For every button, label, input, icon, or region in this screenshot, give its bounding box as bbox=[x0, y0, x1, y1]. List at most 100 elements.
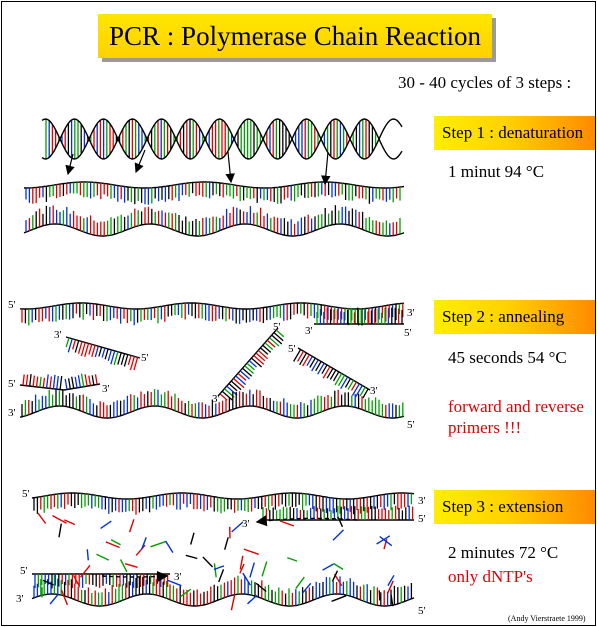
free-nucleotide bbox=[58, 523, 62, 538]
step-2-condition: 45 seconds 54 °C bbox=[448, 348, 567, 367]
primer-strand-base bbox=[350, 381, 357, 391]
free-nucleotide bbox=[243, 548, 259, 555]
primer-fragment-base bbox=[80, 342, 86, 357]
five-prime-label: 5' bbox=[22, 488, 30, 500]
free-nucleotide bbox=[301, 582, 312, 594]
free-nucleotide bbox=[185, 554, 198, 560]
forward-primer-base bbox=[88, 375, 92, 386]
primer-strand-base bbox=[275, 329, 285, 338]
free-nucleotide bbox=[128, 519, 135, 533]
template-strand-top-backbone bbox=[31, 492, 415, 500]
denaturation-arrow bbox=[225, 151, 235, 184]
helix-strand bbox=[41, 118, 403, 160]
free-nucleotide bbox=[239, 563, 245, 574]
free-nucleotide bbox=[202, 556, 214, 568]
primer-strand-base bbox=[351, 383, 360, 396]
forward-primer-base bbox=[74, 376, 78, 388]
primer-fragment-base bbox=[74, 340, 80, 353]
forward-primer-base bbox=[77, 375, 82, 388]
primer-strand-base bbox=[242, 367, 253, 377]
free-nucleotide bbox=[218, 569, 225, 583]
primer-strand-base bbox=[233, 378, 245, 389]
primer-strand-base bbox=[266, 339, 276, 348]
free-nucleotide bbox=[141, 537, 147, 550]
free-nucleotide bbox=[337, 516, 344, 528]
free-nucleotide bbox=[387, 574, 395, 586]
free-nucleotide bbox=[72, 574, 80, 587]
primer-strand-backbone bbox=[297, 347, 371, 391]
free-nucleotide bbox=[387, 580, 394, 594]
three-prime-label: 3' bbox=[242, 518, 250, 530]
three-prime-label: 3' bbox=[212, 393, 220, 405]
primer-fragment-base bbox=[94, 346, 99, 358]
extension-direction-arrow bbox=[255, 515, 358, 527]
three-prime-label: 3' bbox=[54, 329, 62, 341]
end-labels-layer: 5' 3' 3' 5' 3' 5' 5' 3' 5' 3' 5' 3' 3' 5… bbox=[8, 299, 426, 617]
free-nucleotide bbox=[135, 544, 146, 556]
template-strand-bottom-backbone bbox=[31, 593, 415, 607]
free-nucleotide bbox=[42, 579, 54, 586]
primer-fragment-base bbox=[101, 347, 106, 358]
free-nucleotide bbox=[376, 535, 391, 545]
free-nucleotide bbox=[231, 521, 244, 533]
primer-strand-base bbox=[235, 375, 247, 386]
primer-fragment-base bbox=[127, 355, 132, 365]
free-nucleotide bbox=[379, 535, 393, 547]
primer-strand-base bbox=[326, 368, 334, 379]
free-nucleotide bbox=[255, 582, 267, 593]
five-prime-label: 5' bbox=[418, 605, 426, 617]
five-prime-label: 5' bbox=[288, 343, 296, 355]
free-nucleotide bbox=[96, 553, 110, 561]
five-prime-label: 5' bbox=[273, 321, 281, 333]
three-prime-label: 3' bbox=[174, 571, 182, 583]
forward-primer-base bbox=[59, 376, 63, 390]
free-nucleotide bbox=[49, 593, 59, 605]
three-prime-label: 3' bbox=[8, 407, 16, 419]
three-prime-label: 3' bbox=[305, 325, 313, 337]
forward-primer-base bbox=[29, 374, 32, 387]
free-nucleotide bbox=[167, 579, 182, 587]
extension-direction-arrow bbox=[101, 570, 169, 583]
primer-strand-base bbox=[355, 385, 363, 398]
free-nucleotide bbox=[247, 594, 258, 605]
primer-strand-base bbox=[269, 337, 280, 347]
primer-strand-base bbox=[322, 366, 331, 379]
free-nucleotide bbox=[378, 590, 381, 601]
primer-strand-base bbox=[262, 344, 272, 353]
free-nucleotide bbox=[150, 541, 166, 548]
step-3-label: Step 3 : extension bbox=[434, 490, 595, 524]
primer-fragment-base bbox=[107, 349, 113, 361]
denatured-strand-bottom-backbone bbox=[23, 223, 405, 237]
five-prime-label: 5' bbox=[404, 327, 412, 339]
forward-primer-backbone bbox=[63, 383, 101, 391]
primer-strand-base bbox=[264, 342, 274, 351]
forward-primer-base bbox=[49, 376, 53, 389]
free-nucleotide bbox=[86, 549, 89, 561]
primer-fragment-base bbox=[88, 344, 93, 355]
primer-strand-base bbox=[334, 373, 343, 386]
forward-primer-base bbox=[56, 375, 59, 390]
primer-fragment-base bbox=[77, 341, 83, 354]
free-nucleotide bbox=[249, 562, 255, 578]
primer-strand-base bbox=[255, 352, 266, 362]
primer-fragment-base bbox=[72, 339, 77, 350]
step-2-label: Step 2 : annealing bbox=[434, 300, 595, 334]
three-prime-label: 3' bbox=[16, 593, 24, 605]
primer-strand-base bbox=[257, 349, 269, 360]
forward-primer-base bbox=[45, 374, 49, 389]
free-nucleotide bbox=[224, 537, 229, 550]
template-strand-bottom-backbone bbox=[19, 405, 405, 419]
primer-strand-base bbox=[337, 374, 346, 387]
three-prime-label: 3' bbox=[370, 385, 378, 397]
forward-primer-base bbox=[35, 376, 39, 387]
three-prime-label: 3' bbox=[102, 383, 110, 395]
primer-strand-base bbox=[244, 365, 255, 374]
primer-strand-base bbox=[362, 388, 369, 399]
primer-strand-base bbox=[340, 376, 349, 390]
three-prime-label: 3' bbox=[418, 495, 426, 507]
primer-fragment-base bbox=[113, 351, 119, 366]
free-nucleotide bbox=[333, 562, 344, 570]
primer-strand-base bbox=[273, 332, 284, 342]
